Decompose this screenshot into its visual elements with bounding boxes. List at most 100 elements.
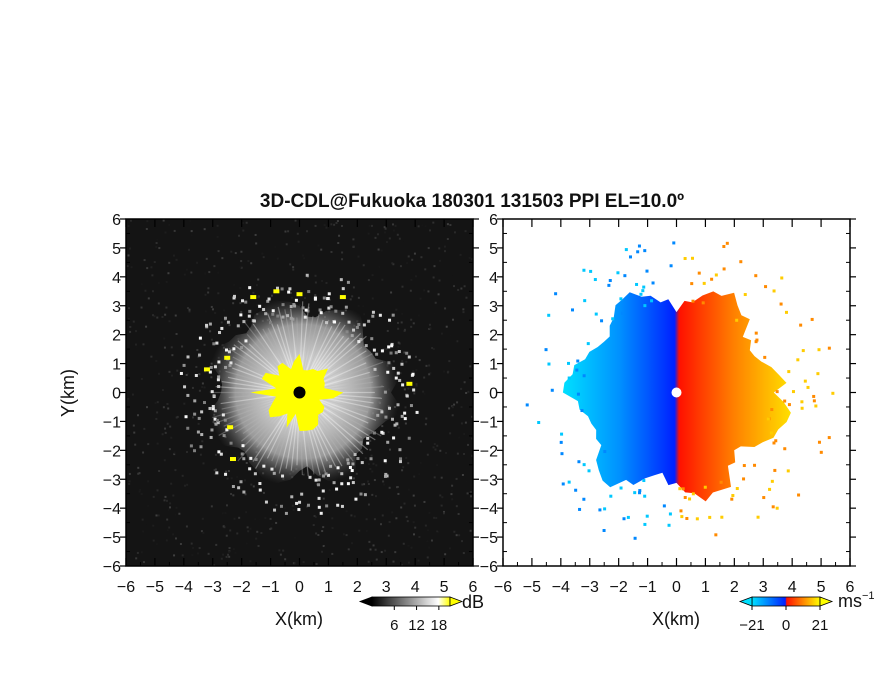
refl-xtick-label: −1 — [261, 579, 279, 596]
reflectivity-noise — [389, 448, 392, 451]
reflectivity-noise — [467, 443, 470, 446]
reflectivity-noise — [223, 309, 226, 312]
reflectivity-noise — [388, 237, 391, 240]
reflectivity-noise — [208, 271, 211, 274]
reflectivity-noise — [414, 275, 417, 278]
vel-xtick-label: −3 — [581, 579, 599, 596]
reflectivity-noise — [417, 314, 420, 317]
reflectivity-noise — [197, 422, 200, 425]
reflectivity-noise — [415, 369, 418, 372]
velocity-edge — [819, 450, 823, 454]
reflectivity-noise — [173, 451, 176, 454]
velocity-edge — [589, 269, 593, 273]
velocity-edge — [672, 241, 676, 245]
reflectivity-edge — [407, 436, 411, 440]
reflectivity-noise — [451, 414, 454, 417]
reflectivity-noise — [384, 549, 387, 552]
reflectivity-noise — [168, 320, 171, 323]
reflectivity-noise — [455, 534, 458, 537]
reflectivity-noise — [227, 469, 230, 472]
reflectivity-edge — [216, 421, 220, 425]
reflectivity-noise — [397, 327, 400, 330]
reflectivity-edge — [348, 465, 352, 469]
reflectivity-noise — [419, 461, 422, 464]
reflectivity-noise — [137, 466, 140, 469]
velocity-edge — [620, 311, 624, 315]
reflectivity-edge — [332, 481, 336, 485]
velocity-edge — [763, 355, 767, 359]
reflectivity-edge — [386, 440, 390, 444]
reflectivity-noise — [401, 285, 404, 288]
reflectivity-noise — [232, 494, 235, 497]
reflectivity-edge — [272, 471, 276, 475]
reflectivity-noise — [429, 327, 432, 330]
reflectivity-edge — [322, 296, 326, 300]
reflectivity-edge — [387, 345, 391, 349]
velocity-edge — [719, 480, 723, 484]
reflectivity-noise — [158, 247, 161, 250]
reflectivity-noise — [399, 404, 402, 407]
reflectivity-saturated-fragment — [229, 457, 236, 462]
vel-xtick-label: −2 — [610, 579, 628, 596]
reflectivity-noise — [172, 494, 175, 497]
reflectivity-edge — [349, 476, 353, 480]
reflectivity-noise — [417, 559, 420, 562]
velocity-edge — [624, 248, 628, 252]
reflectivity-noise — [174, 314, 177, 317]
reflectivity-edge — [371, 314, 375, 318]
vel-xtick-label: 4 — [788, 579, 797, 596]
reflectivity-noise — [461, 473, 464, 476]
reflectivity-noise — [145, 406, 148, 409]
reflectivity-noise — [453, 368, 456, 371]
reflectivity-noise — [405, 515, 408, 518]
reflectivity-noise — [425, 364, 428, 367]
reflectivity-noise — [410, 546, 413, 549]
velocity-edge — [544, 348, 548, 352]
velocity-edge — [560, 452, 564, 456]
reflectivity-noise — [415, 384, 418, 387]
reflectivity-noise — [155, 543, 158, 546]
reflectivity-noise — [392, 263, 395, 266]
reflectivity-noise — [225, 534, 228, 537]
reflectivity-edge — [198, 353, 202, 357]
reflectivity-noise — [410, 278, 413, 281]
reflectivity-noise — [169, 506, 172, 509]
reflectivity-noise — [203, 228, 206, 231]
reflectivity-noise — [374, 236, 377, 239]
reflectivity-noise — [413, 504, 416, 507]
reflectivity-radar-marker — [293, 386, 306, 399]
refl-xtick-label: 5 — [440, 579, 449, 596]
reflectivity-edge — [281, 474, 285, 478]
reflectivity-edge — [300, 492, 304, 496]
reflectivity-edge — [346, 280, 350, 284]
reflectivity-noise — [167, 508, 170, 511]
reflectivity-edge — [179, 371, 183, 375]
reflectivity-noise — [271, 523, 274, 526]
reflectivity-noise — [450, 493, 453, 496]
reflectivity-noise — [153, 315, 156, 318]
reflectivity-edge — [317, 496, 321, 500]
reflectivity-noise — [373, 518, 376, 521]
reflectivity-noise — [240, 310, 243, 313]
reflectivity-noise — [291, 504, 294, 507]
reflectivity-colorbar-unit: dB — [462, 592, 484, 612]
reflectivity-noise — [240, 260, 243, 263]
vel-ytick-label: 2 — [489, 328, 498, 345]
reflectivity-edge — [231, 485, 235, 489]
reflectivity-noise — [202, 462, 205, 465]
reflectivity-noise — [464, 421, 467, 424]
velocity-edge — [603, 450, 607, 454]
reflectivity-noise — [320, 248, 323, 251]
reflectivity-edge — [341, 287, 345, 291]
reflectivity-edge — [356, 457, 360, 461]
reflectivity-noise — [338, 234, 341, 237]
reflectivity-edge — [327, 306, 331, 310]
reflectivity-noise — [274, 245, 277, 248]
reflectivity-edge — [228, 363, 232, 367]
reflectivity-noise — [446, 238, 449, 241]
reflectivity-noise — [155, 242, 158, 245]
velocity-edge — [643, 494, 647, 498]
reflectivity-noise — [284, 230, 287, 233]
reflectivity-noise — [217, 250, 220, 253]
reflectivity-noise — [157, 281, 160, 284]
